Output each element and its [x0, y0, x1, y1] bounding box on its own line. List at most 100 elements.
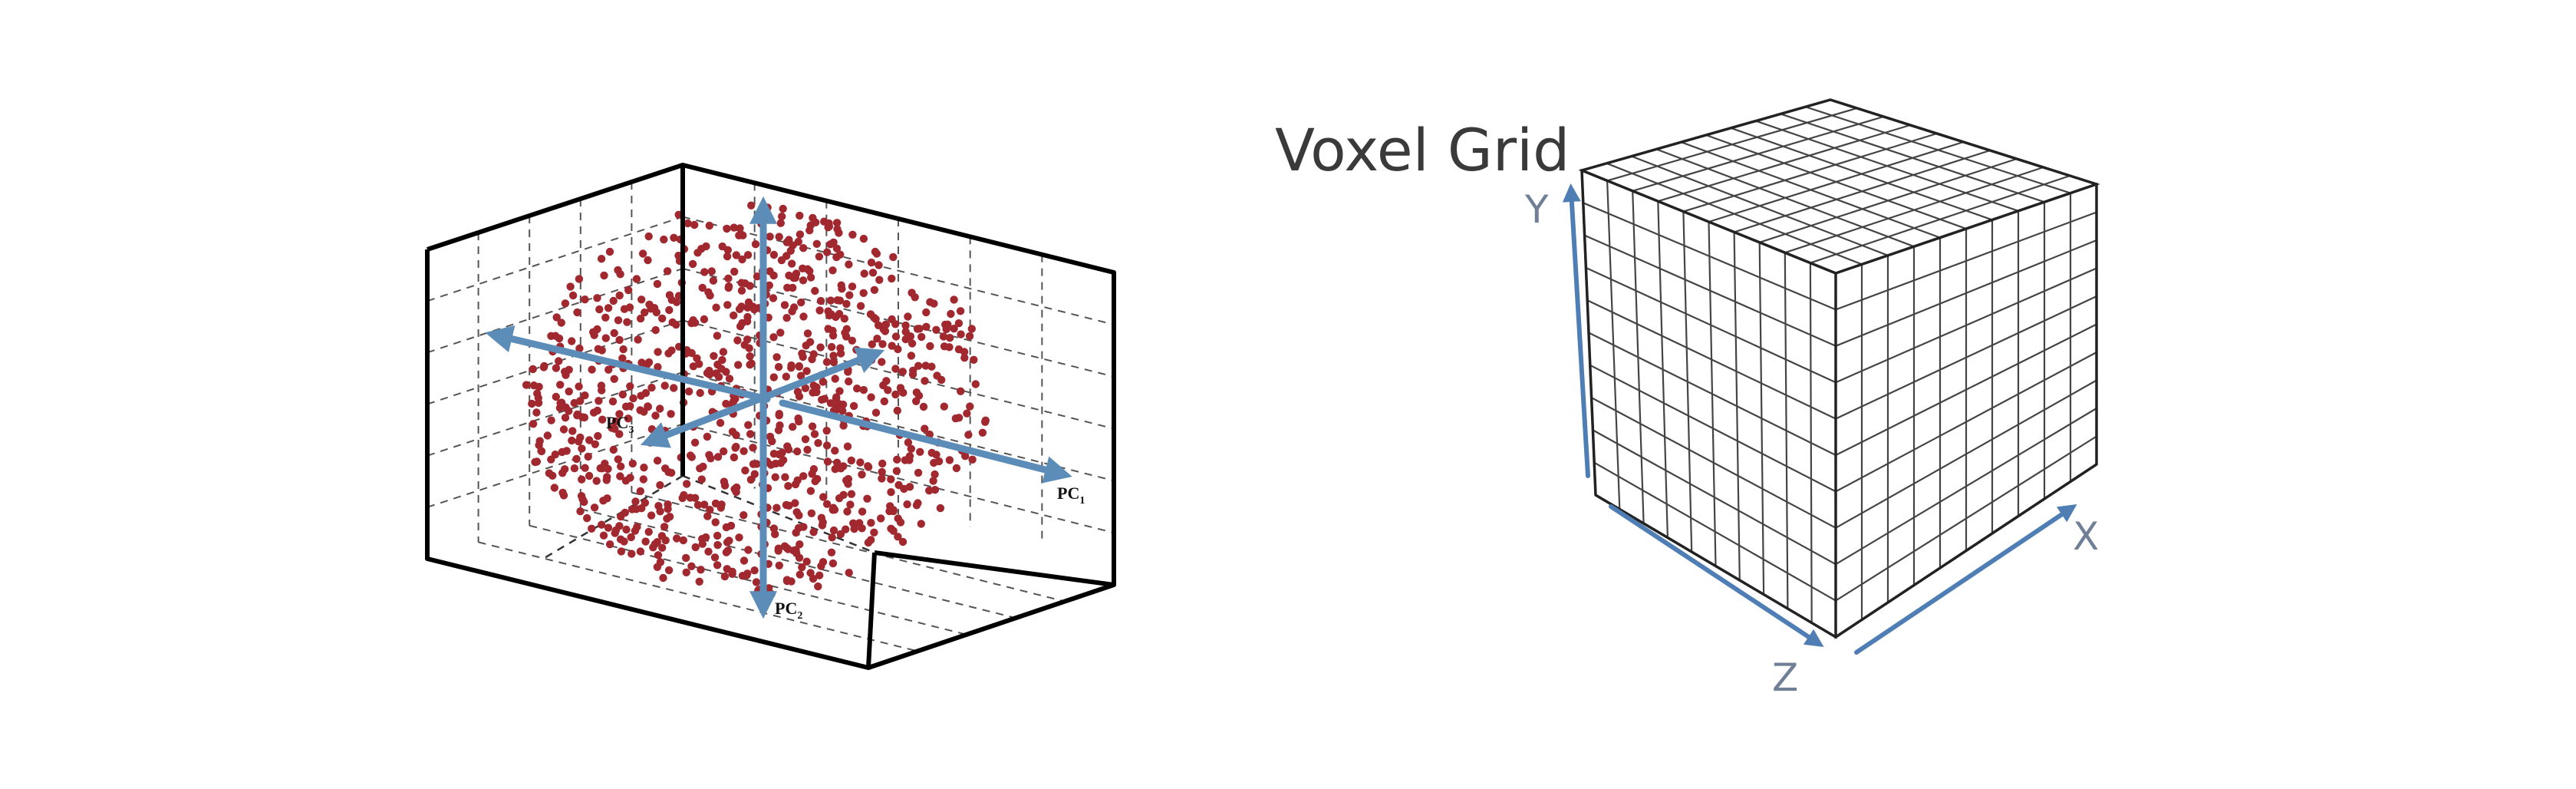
pca-point: [604, 464, 612, 474]
pca-point: [610, 375, 618, 383]
pca-point: [698, 283, 707, 292]
pc1-axis-arrow-back: [485, 325, 771, 403]
pca-point: [877, 514, 885, 523]
pca-point: [634, 335, 642, 344]
pca-point: [651, 325, 660, 335]
pca-point: [726, 521, 736, 530]
pca-point: [598, 415, 607, 424]
pca-point: [901, 321, 910, 330]
pca-point: [751, 240, 760, 249]
pca-point: [927, 448, 936, 457]
pca-point: [565, 407, 573, 415]
pca-point: [776, 328, 785, 337]
pca-point: [575, 344, 584, 353]
pca-point: [848, 336, 857, 345]
pca-point: [561, 414, 570, 422]
x-axis-label: X: [2073, 514, 2099, 559]
pca-point: [824, 223, 832, 232]
y-axis-arrow: [1562, 183, 1590, 478]
pca-point: [946, 334, 954, 342]
pca-point: [629, 394, 637, 403]
pca-point: [950, 295, 958, 304]
pca-point: [738, 255, 746, 264]
pca-point: [735, 305, 744, 313]
pca-point: [656, 480, 664, 490]
pca-point: [665, 291, 674, 299]
pca-point: [626, 401, 634, 411]
pca-point: [753, 460, 761, 468]
pca-point: [799, 472, 808, 480]
pca-point: [561, 368, 569, 376]
pca-point: [815, 306, 824, 315]
pca-point: [628, 550, 636, 558]
pca-point: [552, 392, 560, 401]
pca-point: [878, 459, 887, 468]
pca-point: [792, 549, 801, 557]
pca-point: [733, 336, 742, 345]
pca-point: [722, 368, 730, 376]
pca-point: [620, 305, 629, 313]
pca-point: [878, 467, 886, 477]
pca-dashed-grid: [427, 182, 1115, 652]
pca-point: [640, 464, 648, 472]
pca-point: [901, 335, 910, 344]
pca-point: [552, 313, 561, 322]
pca-point: [769, 373, 778, 381]
pca-point: [778, 212, 786, 221]
pca-point: [565, 387, 573, 396]
pca-point: [842, 299, 851, 309]
pca-point: [842, 525, 850, 533]
pca-point: [853, 385, 861, 393]
pca-point: [819, 378, 828, 386]
pca-point: [819, 558, 828, 566]
voxel-grid-lines: [1583, 106, 2097, 623]
pca-point: [592, 477, 601, 485]
pca-point: [774, 426, 783, 434]
pca-point: [809, 350, 818, 358]
pca-point: [843, 507, 852, 516]
pca-point: [714, 372, 723, 381]
pca-point: [903, 500, 911, 509]
pca-point: [593, 294, 601, 302]
pca-point: [771, 459, 780, 468]
pca-point: [559, 425, 568, 434]
pca-point: [609, 296, 618, 305]
pca-point: [743, 571, 751, 579]
pca-point: [831, 375, 839, 383]
pca-point: [691, 543, 700, 552]
pca-point: [713, 360, 722, 369]
pca-point: [809, 465, 819, 474]
pc1-label: PC1: [1057, 484, 1085, 507]
pca-point: [850, 520, 859, 529]
pca-point: [817, 513, 826, 522]
pca-point: [889, 506, 898, 514]
pca-point: [926, 342, 934, 351]
pca-point: [908, 339, 917, 348]
pca-point: [916, 447, 924, 456]
pca-point: [911, 293, 919, 302]
pca-point: [638, 249, 647, 258]
pca-point: [581, 295, 589, 304]
pca-point: [588, 365, 596, 374]
pca-point: [814, 439, 822, 447]
pca-point: [887, 488, 895, 497]
pca-point: [631, 497, 640, 506]
pca-point: [802, 557, 811, 566]
pca-point: [716, 503, 725, 512]
pca-point: [912, 397, 921, 405]
pca-diagram: PC3 PC1 PC2: [425, 163, 1116, 670]
pca-point: [809, 528, 818, 536]
pca-point: [585, 471, 594, 480]
pca-point: [659, 573, 667, 583]
pca-point: [775, 561, 783, 569]
pc2-label: PC2: [775, 599, 802, 622]
pca-point: [743, 251, 753, 259]
pca-point: [702, 242, 710, 251]
pca-point: [931, 470, 939, 479]
pca-point: [806, 273, 815, 282]
pca-point: [660, 235, 668, 244]
pca-point: [657, 532, 667, 540]
pca-point: [682, 568, 690, 576]
pca-point: [856, 302, 865, 310]
pca-point: [828, 533, 836, 542]
